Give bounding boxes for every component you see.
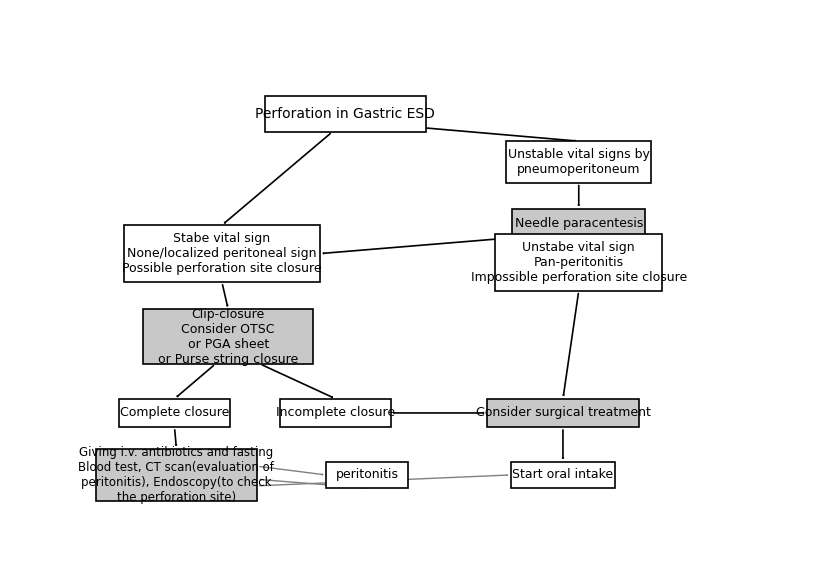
- FancyBboxPatch shape: [119, 399, 230, 427]
- Text: Unstabe vital sign
Pan-peritonitis
Impossible perforation site closure: Unstabe vital sign Pan-peritonitis Impos…: [470, 241, 687, 284]
- Text: Start oral intake: Start oral intake: [513, 468, 614, 481]
- Text: Complete closure: Complete closure: [120, 407, 229, 420]
- FancyBboxPatch shape: [511, 462, 615, 488]
- Text: Stabe vital sign
None/localized peritoneal sign
Possible perforation site closur: Stabe vital sign None/localized peritone…: [122, 232, 322, 275]
- Text: Giving i.v. antibiotics and fasting
Blood test, CT scan(evaluation of
peritoniti: Giving i.v. antibiotics and fasting Bloo…: [78, 446, 275, 504]
- Text: Perforation in Gastric ESD: Perforation in Gastric ESD: [255, 107, 435, 121]
- FancyBboxPatch shape: [326, 462, 408, 488]
- FancyBboxPatch shape: [487, 399, 639, 427]
- FancyBboxPatch shape: [513, 209, 645, 237]
- FancyBboxPatch shape: [124, 225, 319, 282]
- FancyBboxPatch shape: [265, 96, 425, 132]
- FancyBboxPatch shape: [280, 399, 391, 427]
- Text: Clip-closure
Consider OTSC
or PGA sheet
or Purse string closure: Clip-closure Consider OTSC or PGA sheet …: [158, 307, 298, 366]
- Text: Consider surgical treatment: Consider surgical treatment: [475, 407, 650, 420]
- FancyBboxPatch shape: [495, 234, 663, 291]
- Text: Unstable vital signs by
pneumoperitoneum: Unstable vital signs by pneumoperitoneum: [508, 148, 650, 176]
- FancyBboxPatch shape: [96, 448, 257, 501]
- Text: peritonitis: peritonitis: [336, 468, 399, 481]
- Text: Incomplete closure: Incomplete closure: [276, 407, 395, 420]
- FancyBboxPatch shape: [506, 141, 651, 183]
- Text: Needle paracentesis: Needle paracentesis: [514, 217, 643, 230]
- FancyBboxPatch shape: [143, 309, 314, 364]
